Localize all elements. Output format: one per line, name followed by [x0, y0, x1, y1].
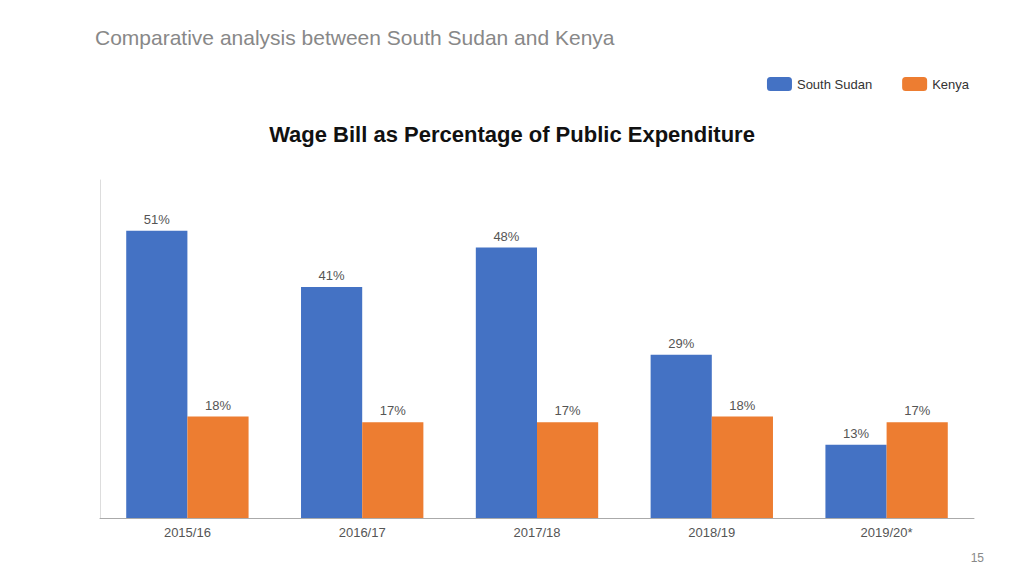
svg-text:18%: 18%	[205, 398, 231, 413]
svg-text:13%: 13%	[843, 426, 869, 441]
svg-text:2017/18: 2017/18	[514, 525, 561, 540]
svg-text:2018/19: 2018/19	[688, 525, 735, 540]
svg-text:48%: 48%	[493, 229, 519, 244]
svg-text:South Sudan: South Sudan	[797, 77, 872, 92]
svg-text:17%: 17%	[904, 403, 930, 418]
svg-text:17%: 17%	[555, 403, 581, 418]
svg-text:29%: 29%	[668, 336, 694, 351]
svg-text:Wage Bill as Percentage of Pub: Wage Bill as Percentage of Public Expend…	[269, 122, 755, 147]
svg-text:2016/17: 2016/17	[339, 525, 386, 540]
svg-text:Kenya: Kenya	[932, 77, 970, 92]
svg-text:41%: 41%	[319, 268, 345, 283]
svg-text:15: 15	[971, 551, 985, 565]
svg-text:2015/16: 2015/16	[164, 525, 211, 540]
svg-text:2019/20*: 2019/20*	[861, 525, 913, 540]
svg-text:Comparative analysis between S: Comparative analysis between South Sudan…	[95, 26, 615, 49]
svg-text:51%: 51%	[144, 212, 170, 227]
svg-text:17%: 17%	[380, 403, 406, 418]
svg-text:18%: 18%	[729, 398, 755, 413]
